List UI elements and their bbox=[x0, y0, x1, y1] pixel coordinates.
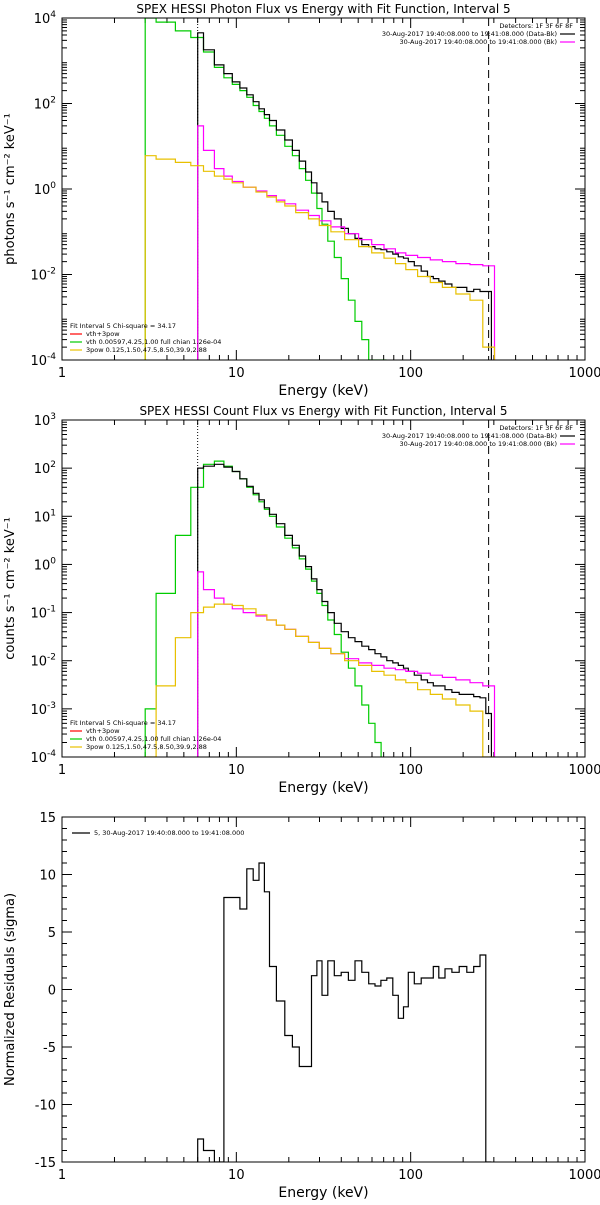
x-tick-label: 1000 bbox=[568, 1168, 600, 1183]
fit-legend-header: Fit Interval 5 Chi-square = 34.17 bbox=[70, 322, 176, 330]
y-tick-label: 100 bbox=[34, 181, 57, 198]
y-tick-label: 10-4 bbox=[30, 352, 56, 369]
series-line-2 bbox=[197, 32, 492, 360]
y-tick-label: 101 bbox=[34, 508, 56, 525]
y-tick-label: 10-2 bbox=[30, 653, 56, 670]
x-tick-label: 1000 bbox=[568, 366, 600, 381]
plot-area bbox=[197, 862, 492, 1162]
y-tick-label: -5 bbox=[43, 1041, 56, 1056]
legend-entry-label: 5, 30-Aug-2017 19:40:08.000 to 19:41:08.… bbox=[94, 829, 244, 837]
legend-entry-label: 30-Aug-2017 19:40:08.000 to 19:41:08.000… bbox=[382, 432, 557, 440]
x-axis-label: Energy (keV) bbox=[278, 780, 368, 796]
y-tick-label: -10 bbox=[35, 1099, 56, 1114]
x-tick-label: 1 bbox=[58, 366, 66, 381]
chart-title: SPEX HESSI Count Flux vs Energy with Fit… bbox=[139, 404, 507, 418]
series-line-1 bbox=[197, 862, 492, 1162]
series-line-1 bbox=[144, 460, 382, 757]
x-tick-label: 1000 bbox=[568, 763, 600, 778]
y-tick-label: 102 bbox=[34, 96, 56, 113]
legend-entry-label: 30-Aug-2017 19:40:08.000 to 19:41:08.000… bbox=[382, 30, 557, 38]
y-tick-label: 10-4 bbox=[30, 749, 56, 766]
legend-header: Detectors: 1F 3F 6F 8F bbox=[499, 424, 573, 432]
plot-frame bbox=[61, 17, 586, 361]
y-axis-label: Normalized Residuals (sigma) bbox=[3, 893, 18, 1086]
plot-area bbox=[144, 18, 496, 360]
y-tick-label: 102 bbox=[34, 460, 56, 477]
x-tick-label: 10 bbox=[228, 763, 245, 778]
series-line-3 bbox=[197, 125, 496, 360]
series-line-4 bbox=[145, 603, 495, 757]
y-tick-label: 0 bbox=[48, 984, 56, 999]
x-tick-label: 100 bbox=[398, 366, 423, 381]
y-tick-label: -15 bbox=[35, 1156, 56, 1171]
x-tick-label: 100 bbox=[398, 1168, 423, 1183]
series-line-2 bbox=[197, 463, 492, 757]
chart-title: SPEX HESSI Photon Flux vs Energy with Fi… bbox=[136, 2, 510, 16]
plot-area bbox=[144, 460, 496, 757]
y-tick-label: 10-1 bbox=[30, 605, 56, 622]
x-tick-label: 10 bbox=[228, 1168, 245, 1183]
y-tick-label: 100 bbox=[34, 556, 57, 573]
fit-legend-header: Fit Interval 5 Chi-square = 34.17 bbox=[70, 719, 176, 727]
fit-legend-label: vth+3pow bbox=[86, 727, 120, 735]
series-line-3 bbox=[197, 571, 496, 757]
y-axis-label: photons s⁻¹ cm⁻² keV⁻¹ bbox=[3, 113, 18, 265]
x-tick-label: 100 bbox=[398, 763, 423, 778]
series-line-4 bbox=[144, 155, 496, 360]
y-tick-label: 15 bbox=[39, 811, 56, 826]
plot-frame bbox=[61, 816, 586, 1163]
legend-header: Detectors: 1F 3F 6F 8F bbox=[499, 22, 573, 30]
y-tick-label: 10-2 bbox=[30, 267, 56, 284]
chart-panel-1: SPEX HESSI Photon Flux vs Energy with Fi… bbox=[3, 2, 600, 399]
fit-legend-label: 3pow 0.125,1.50,47.5,8.50,39.9,2.88 bbox=[86, 346, 207, 354]
y-tick-label: 10-3 bbox=[30, 701, 56, 718]
series-line-1 bbox=[144, 18, 387, 360]
chart-panel-2: SPEX HESSI Count Flux vs Energy with Fit… bbox=[3, 404, 600, 796]
x-axis-label: Energy (keV) bbox=[278, 383, 368, 399]
fit-legend-label: vth+3pow bbox=[86, 330, 120, 338]
x-tick-label: 1 bbox=[58, 1168, 66, 1183]
y-tick-label: 103 bbox=[34, 412, 56, 429]
x-tick-label: 1 bbox=[58, 763, 66, 778]
y-tick-label: 5 bbox=[48, 926, 56, 941]
fit-legend-label: vth 0.00597,4.25,1.00 full chian 1.26e-0… bbox=[86, 338, 221, 346]
y-tick-label: 10 bbox=[39, 869, 56, 884]
x-tick-label: 10 bbox=[228, 366, 245, 381]
plot-frame bbox=[61, 419, 586, 758]
chart-panel-3: 1 10 100 1000 Energy (keV) -15 -10 -5 0 5 10 15 Norm… bbox=[3, 811, 600, 1201]
y-tick-label: 104 bbox=[34, 10, 57, 27]
fit-legend-label: vth 0.00597,4.25,1.00 full chian 1.26e-0… bbox=[86, 735, 221, 743]
x-axis-label: Energy (keV) bbox=[278, 1185, 368, 1200]
y-axis-label: counts s⁻¹ cm⁻² keV⁻¹ bbox=[3, 517, 18, 660]
legend-entry-label: 30-Aug-2017 19:40:08.000 to 19:41:08.000… bbox=[400, 440, 557, 448]
legend-entry-label: 30-Aug-2017 19:40:08.000 to 19:41:08.000… bbox=[400, 38, 557, 46]
fit-legend-label: 3pow 0.125,1.50,47.5,8.50,39.9,2.88 bbox=[86, 743, 207, 751]
